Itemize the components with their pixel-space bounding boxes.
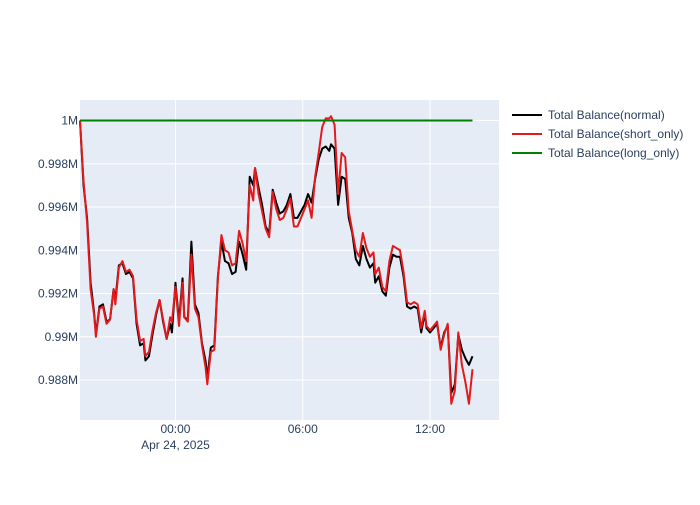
y-tick-label: 1M xyxy=(61,114,78,128)
series-line-1[interactable] xyxy=(79,115,474,405)
x-tick-label: 12:00 xyxy=(415,422,445,436)
y-tick-label: 0.99M xyxy=(45,330,78,344)
x-tick-date-label: Apr 24, 2025 xyxy=(141,438,210,452)
series-layer xyxy=(79,115,474,405)
axis-layer: 0.988M 0.99M 0.992M 0.994M 0.996M 0.998M 1M 00:… xyxy=(38,114,445,452)
x-tick-label: 00:00 xyxy=(160,422,190,436)
y-tick-label: 0.992M xyxy=(38,287,78,301)
y-tick-label: 0.998M xyxy=(38,157,78,171)
y-tick-label: 0.994M xyxy=(38,243,78,257)
x-tick-label: 06:00 xyxy=(288,422,318,436)
legend-item[interactable]: Total Balance(short_only) xyxy=(512,127,683,141)
legend-item[interactable]: Total Balance(normal) xyxy=(512,108,665,122)
y-tick-label: 0.996M xyxy=(38,200,78,214)
legend-item[interactable]: Total Balance(long_only) xyxy=(512,146,679,160)
y-tick-label: 0.988M xyxy=(38,373,78,387)
plot-background xyxy=(80,100,499,420)
legend-label: Total Balance(long_only) xyxy=(548,146,679,160)
legend[interactable]: Total Balance(normal) Total Balance(short… xyxy=(512,108,683,160)
legend-label: Total Balance(short_only) xyxy=(548,127,683,141)
legend-label: Total Balance(normal) xyxy=(548,108,665,122)
